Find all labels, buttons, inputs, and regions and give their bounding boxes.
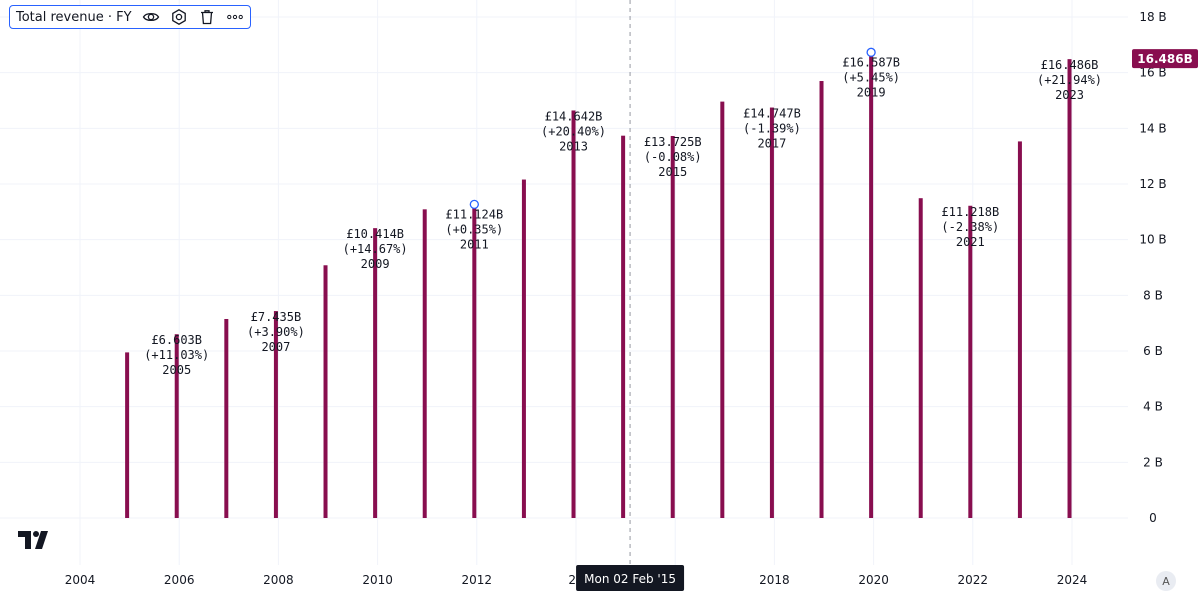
y-tick-label: 0: [1149, 511, 1157, 525]
y-tick-label: 14 B: [1139, 121, 1166, 135]
value-label: (+14.67%): [343, 242, 408, 256]
x-tick-label: 2020: [858, 573, 889, 587]
auto-scale-button[interactable]: A: [1156, 571, 1176, 591]
revenue-bar[interactable]: [769, 107, 774, 518]
value-label: £14.642B: [545, 109, 603, 123]
revenue-bar[interactable]: [918, 198, 923, 518]
value-label: £7.435B: [251, 310, 302, 324]
eye-icon[interactable]: [142, 8, 160, 26]
revenue-bar[interactable]: [819, 81, 824, 519]
revenue-bar[interactable]: [720, 101, 725, 518]
revenue-bar[interactable]: [1067, 59, 1072, 518]
series-legend[interactable]: Total revenue · FY: [9, 5, 251, 29]
x-tick-label: 2022: [958, 573, 989, 587]
value-label: 2015: [658, 165, 687, 179]
y-tick-label: 12 B: [1139, 177, 1166, 191]
value-label: £6.603B: [151, 333, 202, 347]
revenue-bar[interactable]: [125, 352, 130, 518]
event-marker[interactable]: [469, 199, 479, 210]
crosshair-date-badge: [576, 565, 685, 591]
x-tick-label: 2006: [164, 573, 195, 587]
y-tick-label: 2 B: [1143, 455, 1163, 469]
value-label: 2019: [857, 85, 886, 99]
event-marker[interactable]: [866, 47, 876, 57]
value-label: £14.747B: [743, 107, 801, 121]
value-label: 2011: [460, 237, 489, 251]
revenue-bar[interactable]: [422, 209, 427, 518]
value-label: £16.486B: [1041, 58, 1099, 72]
revenue-bar[interactable]: [323, 265, 328, 518]
revenue-bar[interactable]: [174, 334, 179, 518]
y-tick-label: 10 B: [1139, 233, 1166, 247]
value-label: 2013: [559, 139, 588, 153]
x-tick-label: 2024: [1057, 573, 1088, 587]
revenue-bar[interactable]: [869, 56, 874, 519]
value-label: (-1.39%): [743, 122, 801, 136]
x-tick-label: 2018: [759, 573, 790, 587]
revenue-bar[interactable]: [224, 318, 229, 518]
y-tick-label: 6 B: [1143, 344, 1163, 358]
value-label: (+20.40%): [541, 124, 606, 138]
revenue-bar[interactable]: [571, 110, 576, 519]
value-label: (-0.08%): [644, 150, 702, 164]
y-tick-label: 18 B: [1139, 10, 1166, 24]
tradingview-logo-icon: [18, 531, 52, 549]
revenue-bar[interactable]: [968, 205, 973, 518]
value-label: 2017: [757, 137, 786, 151]
value-label: 2021: [956, 235, 985, 249]
value-label: 2007: [261, 340, 290, 354]
last-value-badge: [1132, 49, 1198, 69]
value-label: 2009: [361, 257, 390, 271]
value-label: £11.124B: [445, 207, 503, 221]
value-label: (+0.35%): [445, 222, 503, 236]
y-tick-label: 8 B: [1143, 288, 1163, 302]
x-tick-label: 2010: [362, 573, 393, 587]
last-value-label: 16.486B: [1137, 52, 1192, 66]
revenue-bar[interactable]: [670, 135, 675, 519]
value-label: (+21.94%): [1037, 73, 1102, 87]
value-label: 2005: [162, 363, 191, 377]
value-label: (+11.03%): [144, 348, 209, 362]
value-label: (+5.45%): [842, 70, 900, 84]
revenue-bar[interactable]: [472, 208, 477, 518]
revenue-bar[interactable]: [521, 179, 526, 518]
revenue-bar[interactable]: [621, 135, 626, 518]
value-label: £10.414B: [346, 227, 404, 241]
revenue-bar[interactable]: [373, 228, 378, 518]
value-label: £11.218B: [941, 205, 999, 219]
x-tick-label: 2004: [65, 573, 96, 587]
value-label: (+3.90%): [247, 325, 305, 339]
more-icon[interactable]: [226, 8, 244, 26]
trash-icon[interactable]: [198, 8, 216, 26]
crosshair-date-label: Mon 02 Feb '15: [584, 572, 676, 586]
revenue-bar[interactable]: [1017, 141, 1022, 519]
settings-icon[interactable]: [170, 8, 188, 26]
x-tick-label: 2012: [462, 573, 493, 587]
revenue-bar[interactable]: [273, 311, 278, 518]
y-tick-label: 16 B: [1139, 66, 1166, 80]
y-tick-label: 4 B: [1143, 400, 1163, 414]
value-label: (-2.38%): [941, 220, 999, 234]
series-title: Total revenue · FY: [16, 9, 132, 25]
x-tick-label: 2008: [263, 573, 294, 587]
value-label: 2023: [1055, 88, 1084, 102]
value-label: £16.587B: [842, 55, 900, 69]
value-label: £13.725B: [644, 135, 702, 149]
